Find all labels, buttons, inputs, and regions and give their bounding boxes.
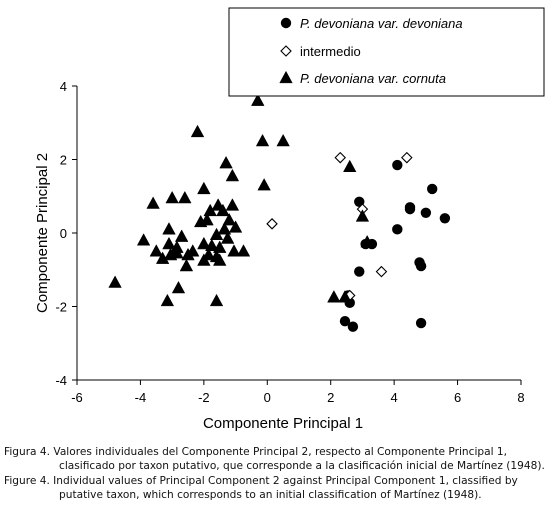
data-point	[401, 151, 413, 164]
legend-label: P. devoniana var. devoniana	[300, 16, 463, 31]
plot-area	[77, 86, 521, 380]
data-point	[197, 253, 211, 266]
data-point	[213, 253, 227, 266]
data-point	[327, 290, 341, 303]
data-point	[404, 203, 416, 215]
data-point	[355, 209, 369, 222]
caption-es-line2: clasificado por taxon putativo, que corr…	[59, 459, 545, 472]
caption-en-line2: putative taxon, which corresponds to an …	[59, 488, 482, 501]
data-point	[347, 321, 359, 332]
data-point	[415, 260, 427, 272]
data-point	[210, 228, 224, 241]
x-tick-label: -2	[198, 390, 210, 405]
data-point	[205, 239, 219, 252]
data-point	[227, 244, 241, 257]
data-point	[203, 204, 217, 217]
data-point	[175, 229, 189, 242]
x-tick-label: 0	[264, 390, 271, 405]
data-point	[216, 204, 230, 217]
legend-label: intermedio	[300, 44, 361, 59]
data-point	[251, 93, 265, 106]
x-tick-label: -4	[135, 390, 147, 405]
y-tick-label: 2	[60, 153, 67, 168]
data-point	[225, 169, 239, 182]
data-point	[257, 178, 271, 191]
data-point	[237, 244, 250, 257]
data-point	[338, 290, 352, 303]
x-tick-label: 4	[391, 390, 398, 405]
data-point	[160, 294, 174, 307]
series-1	[266, 151, 413, 302]
data-point	[137, 233, 151, 246]
data-point	[343, 160, 357, 173]
legend: P. devoniana var. devoniana intermedio P. …	[228, 7, 545, 97]
data-point	[108, 275, 122, 288]
data-point	[162, 222, 176, 235]
data-point	[339, 316, 351, 327]
data-point	[172, 281, 185, 294]
data-point	[156, 251, 170, 264]
caption-en-line1: Figure 4. Individual values of Principal…	[4, 475, 518, 487]
data-point	[392, 224, 403, 235]
figure-caption: Figura 4. Valores individuales del Compo…	[4, 446, 555, 502]
x-tick-label: 2	[327, 390, 334, 405]
series-0	[339, 159, 451, 332]
y-tick-label: -2	[55, 300, 67, 315]
legend-marker	[280, 17, 292, 29]
data-point	[191, 125, 204, 138]
data-point	[229, 220, 243, 233]
y-axis-label: Componente Principal 2	[34, 153, 51, 313]
data-point	[420, 207, 432, 218]
scatter-chart: -6 -4 -2 0 2 4 6 8 -4 -2 0 2 4 Componente Principal…	[34, 7, 545, 432]
legend-marker	[279, 71, 293, 84]
data-point	[360, 235, 374, 248]
data-point	[222, 213, 236, 226]
data-points	[108, 93, 451, 332]
data-point	[170, 246, 184, 259]
series-2	[108, 93, 374, 307]
data-point	[197, 182, 211, 195]
y-tick-label: -4	[55, 373, 67, 388]
data-point	[427, 183, 438, 195]
data-point	[439, 213, 451, 224]
x-tick-label: 6	[454, 390, 461, 405]
data-point	[165, 191, 179, 204]
legend-marker	[280, 45, 292, 57]
data-point	[415, 317, 427, 329]
x-axis-ticks: -6 -4 -2 0 2 4 6 8	[71, 380, 525, 405]
y-axis-ticks: -4 -2 0 2 4	[55, 79, 77, 388]
data-point	[149, 244, 163, 257]
data-point	[146, 196, 160, 209]
data-point	[334, 151, 347, 164]
data-point	[181, 248, 195, 261]
data-point	[219, 156, 233, 169]
x-tick-label: 8	[517, 390, 524, 405]
y-tick-label: 0	[60, 226, 67, 241]
data-point	[162, 237, 176, 250]
data-point	[221, 231, 235, 244]
caption-es-line1: Figura 4. Valores individuales del Compo…	[4, 446, 508, 458]
x-axis-label: Componente Principal 1	[203, 415, 363, 432]
legend-label: P. devoniana var. cornuta	[300, 71, 446, 86]
data-point	[256, 134, 270, 147]
data-point	[375, 265, 388, 278]
data-point	[217, 222, 231, 235]
data-point	[200, 213, 214, 226]
data-point	[210, 294, 224, 307]
data-point	[266, 218, 278, 230]
y-tick-label: 4	[60, 79, 67, 94]
x-tick-label: -6	[71, 390, 83, 405]
data-point	[179, 259, 193, 272]
data-point	[213, 240, 227, 253]
data-point	[225, 198, 239, 211]
data-point	[354, 266, 365, 277]
data-point	[178, 191, 192, 204]
data-point	[392, 159, 403, 171]
data-point	[197, 237, 211, 250]
data-point	[276, 134, 290, 147]
